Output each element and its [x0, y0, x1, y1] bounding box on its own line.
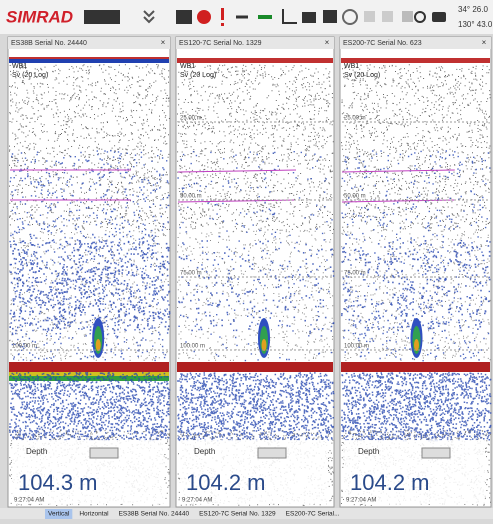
echogram-panels: ES38B Serial No. 24440 × WB1 Sv (20 Log) 100… [8, 37, 492, 507]
longitude: 130° 43.0 [458, 20, 493, 29]
close-button[interactable]: × [325, 38, 330, 47]
depth-value: 104.3 m [18, 470, 98, 495]
depth-caption: Depth [358, 447, 379, 456]
panel-frame [8, 37, 170, 507]
depth-label: 50.00 m [180, 194, 202, 200]
depth-caption: Depth [194, 447, 215, 456]
latitude: 34° 26.0 [458, 5, 488, 14]
readout-buttons[interactable] [90, 448, 118, 458]
sv-label: Sv (20 Log) [12, 72, 48, 79]
beam-label: WB1 [12, 63, 27, 70]
ping-time: 9:27:04 AM [182, 498, 212, 504]
depth-value: 104.2 m [350, 470, 430, 495]
ping-time: 9:27:04 AM [14, 498, 44, 504]
depth-caption: Depth [26, 447, 47, 456]
school-core [96, 339, 101, 351]
depth-value: 104.2 m [186, 470, 266, 495]
echogram-panel: ES38B Serial No. 24440 × WB1 Sv (20 Log) 100… [8, 37, 170, 507]
tab[interactable]: Vertical [48, 511, 70, 518]
tab[interactable]: Horizontal [79, 511, 109, 518]
surface-red [9, 57, 169, 59]
close-button[interactable]: × [161, 38, 166, 47]
depth-label: 75.00 m [344, 271, 366, 277]
bottom-echo [9, 362, 169, 372]
depth-label: 25.00 m [180, 116, 202, 122]
sv-label: Sv (20 Log) [180, 72, 216, 79]
readout-buttons[interactable] [422, 448, 450, 458]
readout-buttons[interactable] [258, 448, 286, 458]
depth-label: 50.00 m [344, 194, 366, 200]
logo-badge [84, 10, 120, 24]
depth-label: 75.00 m [180, 271, 202, 277]
tab[interactable]: ES120-7C Serial No. 1329 [199, 511, 276, 518]
ping-time: 9:27:04 AM [346, 498, 376, 504]
echogram-panel: ES200-7C Serial No. 623 × WB1 Sv (20 Log) 25… [340, 37, 492, 507]
surface-band [177, 58, 333, 63]
panel-title: ES38B Serial No. 24440 [11, 40, 87, 47]
depth-label: 100.00 m [180, 344, 205, 350]
depth-label: 100.00 m [344, 344, 369, 350]
panel-title: ES200-7C Serial No. 623 [343, 40, 422, 47]
sv-label: Sv (20 Log) [344, 72, 380, 79]
school-core [262, 339, 267, 351]
beam-label: WB1 [180, 63, 195, 70]
bottom-echo [177, 362, 333, 372]
bottom-echo [341, 362, 490, 372]
panel-title: ES120-7C Serial No. 1329 [179, 40, 262, 47]
depth-label: 100.00 m [12, 344, 37, 350]
surface-band [341, 58, 490, 63]
bottom-yellow [9, 372, 169, 376]
school-core [414, 339, 419, 351]
beam-label: WB1 [344, 63, 359, 70]
echogram-panel: ES120-7C Serial No. 1329 × WB1 Sv (20 Log) 2… [176, 37, 334, 507]
depth-label: 25.00 m [344, 116, 366, 122]
close-button[interactable]: × [482, 38, 487, 47]
brand: SIMRAD [6, 7, 73, 26]
tab[interactable]: ES200-7C Serial... [286, 511, 340, 518]
echosounder-window: SIMRAD 34° 26.0 130° 43.0 ES38B Serial N… [0, 0, 493, 519]
tab[interactable]: ES38B Serial No. 24440 [119, 511, 190, 518]
